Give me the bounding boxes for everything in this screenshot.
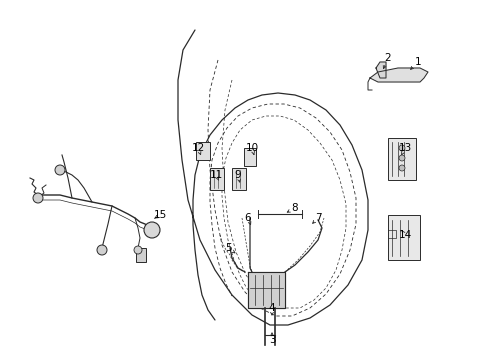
Text: 15: 15 — [153, 210, 166, 220]
Bar — [387, 138, 415, 180]
Circle shape — [97, 245, 107, 255]
Text: 9: 9 — [234, 170, 241, 180]
Text: 7: 7 — [314, 213, 321, 223]
Text: 12: 12 — [191, 143, 204, 153]
Circle shape — [398, 155, 404, 161]
Text: 8: 8 — [291, 203, 298, 213]
Polygon shape — [375, 62, 385, 78]
Text: 6: 6 — [244, 213, 251, 223]
Text: 4: 4 — [268, 303, 275, 313]
Circle shape — [143, 222, 160, 238]
Text: 1: 1 — [414, 57, 421, 67]
Text: 13: 13 — [398, 143, 411, 153]
Circle shape — [55, 165, 65, 175]
Polygon shape — [247, 272, 285, 308]
Bar — [244, 148, 256, 166]
Circle shape — [398, 165, 404, 171]
Bar — [209, 168, 224, 190]
Bar — [136, 248, 146, 262]
Circle shape — [398, 145, 404, 151]
Text: 14: 14 — [398, 230, 411, 240]
Text: 2: 2 — [384, 53, 390, 63]
Bar — [231, 168, 245, 190]
Bar — [196, 142, 209, 160]
Text: 3: 3 — [268, 335, 275, 345]
Circle shape — [33, 193, 43, 203]
Polygon shape — [369, 68, 427, 82]
Bar — [387, 215, 419, 260]
Text: 10: 10 — [245, 143, 258, 153]
Text: 5: 5 — [224, 243, 231, 253]
Circle shape — [134, 246, 142, 254]
Text: 11: 11 — [209, 170, 222, 180]
